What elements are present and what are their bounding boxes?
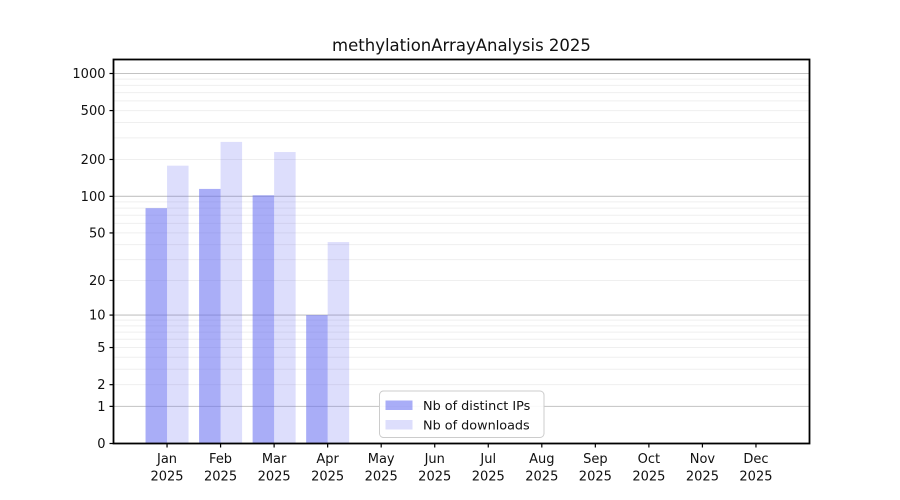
y-tick-label: 5 [97, 341, 105, 356]
y-tick-label: 20 [89, 274, 106, 289]
chart-title: methylationArrayAnalysis 2025 [332, 36, 591, 55]
bar-distinct-ips-jan [145, 208, 168, 444]
y-tick-label: 10 [89, 309, 106, 324]
x-tick-label: Sep 2025 [579, 452, 612, 485]
y-tick-label: 100 [81, 190, 106, 205]
legend-label-distinct-ips: Nb of distinct IPs [423, 399, 531, 414]
plot-border [112, 58, 811, 445]
y-tick-label: 0 [97, 437, 105, 452]
y-tick-label: 1 [97, 400, 105, 415]
bar-downloads-feb [220, 141, 243, 444]
x-tick-label: Jan 2025 [150, 452, 183, 485]
legend-swatch-distinct-ips [385, 400, 413, 410]
x-tick-label: Apr 2025 [311, 452, 344, 485]
y-tick-label: 500 [81, 104, 106, 119]
legend-swatch-downloads [385, 420, 413, 430]
bar-downloads-apr [327, 242, 350, 444]
y-tick-label: 200 [81, 153, 106, 168]
y-tick-label: 50 [89, 226, 106, 241]
x-tick-label: Feb 2025 [204, 452, 237, 485]
y-tick-label: 1000 [72, 67, 105, 82]
y-tick-label: 2 [97, 378, 105, 393]
bar-distinct-ips-apr [306, 315, 328, 444]
bar-distinct-ips-mar [252, 195, 275, 444]
x-tick-label: Jun 2025 [418, 452, 451, 485]
legend-label-downloads: Nb of downloads [423, 419, 530, 434]
x-tick-label: Mar 2025 [258, 452, 291, 485]
bar-distinct-ips-feb [199, 188, 221, 444]
x-tick-label: Jul 2025 [472, 452, 505, 485]
x-tick-label: Nov 2025 [686, 452, 719, 485]
x-tick-label: Dec 2025 [739, 452, 772, 485]
legend-box [379, 390, 545, 438]
bar-downloads-mar [274, 152, 296, 444]
x-tick-label: Aug 2025 [525, 452, 558, 485]
x-tick-label: May 2025 [365, 452, 398, 485]
x-tick-label: Oct 2025 [632, 452, 665, 485]
bar-downloads-jan [167, 165, 189, 444]
